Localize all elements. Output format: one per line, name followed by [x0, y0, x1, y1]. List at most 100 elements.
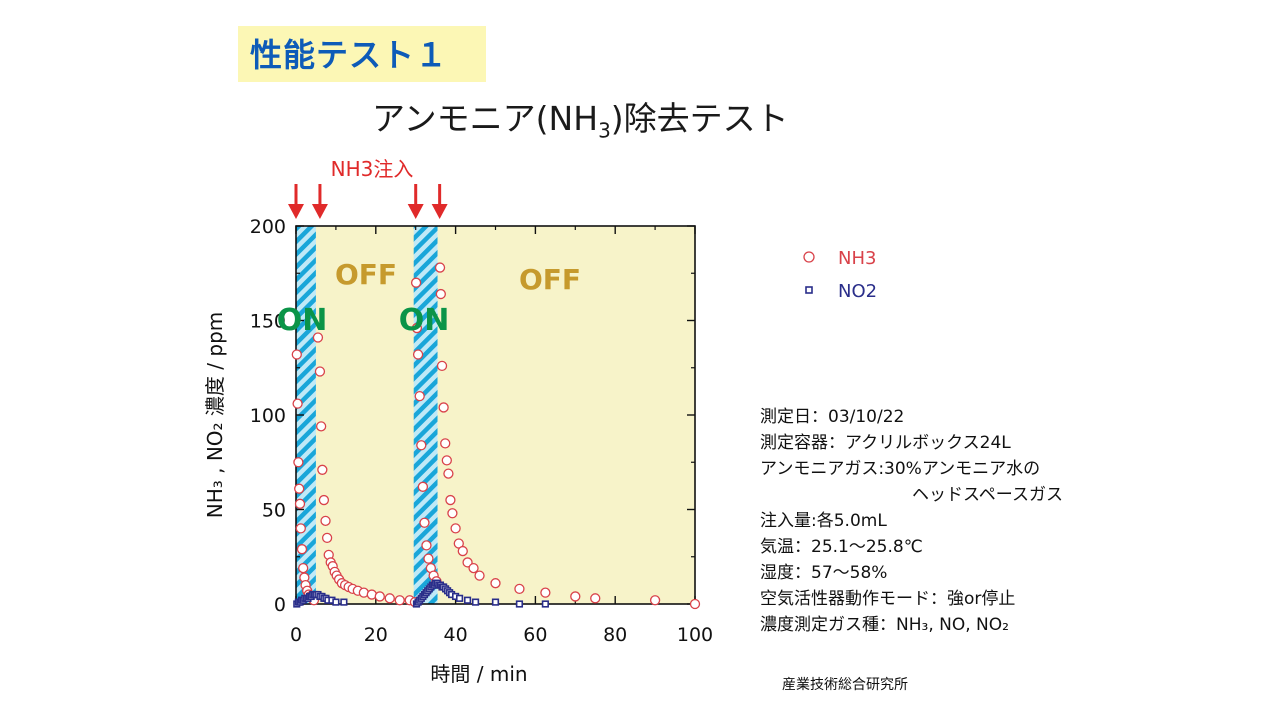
x-tick-label: 0 — [290, 624, 302, 646]
nh3-point — [443, 468, 454, 479]
note-gas: アンモニアガス:30%アンモニア水の — [760, 459, 1041, 479]
on-label: ON — [277, 303, 328, 338]
nh3-point — [416, 440, 427, 451]
nh3-point — [490, 578, 501, 589]
legend-nh3-marker — [803, 251, 815, 263]
nh3-point — [417, 481, 429, 492]
x-tick-label: 40 — [444, 624, 468, 646]
nh3-point — [447, 508, 458, 519]
nh3-point — [292, 398, 303, 409]
nh3-point — [317, 464, 328, 475]
nh3-point — [570, 591, 581, 602]
off-label: OFF — [335, 258, 397, 291]
nh3-point — [412, 349, 424, 360]
nh3-point — [291, 349, 302, 360]
nh3-point — [450, 523, 461, 534]
section-badge — [238, 26, 486, 82]
no2-point — [340, 598, 348, 606]
nh3-point — [689, 598, 701, 610]
nh3-point — [590, 593, 601, 604]
nh3-point — [435, 288, 446, 300]
nh3-point — [440, 438, 451, 449]
nh3-point — [441, 455, 452, 466]
note-container: 測定容器：アクリルボックス24L — [760, 433, 1011, 453]
nh3-point — [295, 523, 306, 534]
x-axis-label: 時間 / min — [430, 662, 527, 686]
nh3-point — [468, 562, 479, 574]
nh3-point — [384, 593, 395, 604]
y-tick-label: 200 — [250, 216, 286, 238]
nh3-point — [419, 517, 430, 528]
nh3-point — [320, 515, 331, 526]
note-date: 測定日：03/10/22 — [760, 407, 905, 427]
off-region — [437, 226, 695, 604]
x-tick-label: 80 — [603, 624, 627, 646]
injection-arrow-head — [311, 204, 328, 219]
no2-point — [491, 598, 500, 606]
nh3-point — [318, 494, 330, 506]
nh3-point — [294, 483, 305, 494]
nh3-point — [298, 562, 309, 574]
nh3-point — [410, 277, 422, 288]
note-volume: 注入量:各5.0mL — [760, 511, 887, 531]
note-gas-cont: ヘッドスペースガス — [912, 485, 1063, 505]
title-pre: アンモニア(NH — [372, 99, 599, 138]
nh3-point — [649, 595, 661, 606]
title-subscript: 3 — [598, 118, 611, 143]
no2-point — [332, 598, 340, 606]
nh3-point — [457, 545, 468, 557]
x-tick-label: 20 — [364, 624, 388, 646]
nh3-point — [445, 494, 456, 506]
off-label: OFF — [519, 263, 581, 296]
nh3-point — [293, 457, 304, 468]
nh3-point — [296, 544, 308, 555]
no2-point — [471, 598, 480, 606]
on-region — [413, 226, 438, 604]
nh3-point — [321, 532, 333, 543]
injection-arrow-head — [288, 204, 304, 219]
footer-credit: 産業技術総合研究所 — [782, 677, 908, 693]
y-axis-label: NH₃ , NO₂ 濃度 / ppm — [203, 312, 227, 519]
nh3-point — [394, 595, 405, 606]
x-tick-label: 100 — [677, 624, 713, 646]
nh3-point — [423, 553, 434, 564]
y-tick-label: 50 — [262, 500, 286, 522]
x-tick-label: 60 — [523, 624, 547, 646]
note-gas-types: 濃度測定ガス種：NH₃, NO, NO₂ — [760, 615, 1009, 635]
injection-arrow-head — [431, 204, 448, 219]
legend-no2-label: NO2 — [838, 281, 877, 302]
nh3-point — [294, 498, 306, 509]
off-region — [315, 226, 416, 604]
nh3-point — [374, 591, 385, 602]
legend-nh3-label: NH3 — [838, 248, 876, 269]
test-conditions: 測定日：03/10/22 測定容器：アクリルボックス24L アンモニアガス:30… — [760, 404, 1063, 638]
section-badge-label: 性能テスト１ — [250, 36, 449, 74]
no2-point — [463, 596, 472, 604]
note-mode: 空気活性器動作モード：強or停止 — [760, 589, 1016, 609]
nh3-point — [434, 262, 446, 273]
nh3-point — [514, 583, 525, 595]
nh3-point — [436, 360, 448, 372]
nh3-point — [411, 322, 423, 334]
no2-point — [541, 600, 549, 608]
injection-label: NH3注入 — [331, 157, 414, 181]
nh3-point — [314, 366, 326, 377]
nh3-point — [315, 421, 327, 432]
slide-title: アンモニア(NH3)除去テスト — [372, 92, 789, 143]
nh3-point — [312, 332, 324, 343]
y-tick-label: 100 — [250, 405, 286, 427]
no2-point — [515, 600, 524, 608]
legend-no2-marker — [805, 286, 813, 294]
no2-point — [455, 594, 464, 602]
on-label: ON — [399, 303, 450, 338]
nh3-point — [438, 402, 449, 413]
title-post: )除去テスト — [610, 99, 789, 138]
nh3-point — [474, 570, 485, 581]
injection-arrow-head — [407, 204, 424, 219]
nh3-point — [540, 587, 551, 598]
note-temperature: 気温：25.1～25.8℃ — [760, 537, 923, 557]
y-tick-label: 150 — [250, 311, 286, 333]
legend: NH3 NO2 — [803, 248, 877, 302]
note-humidity: 湿度：57～58% — [760, 563, 888, 583]
